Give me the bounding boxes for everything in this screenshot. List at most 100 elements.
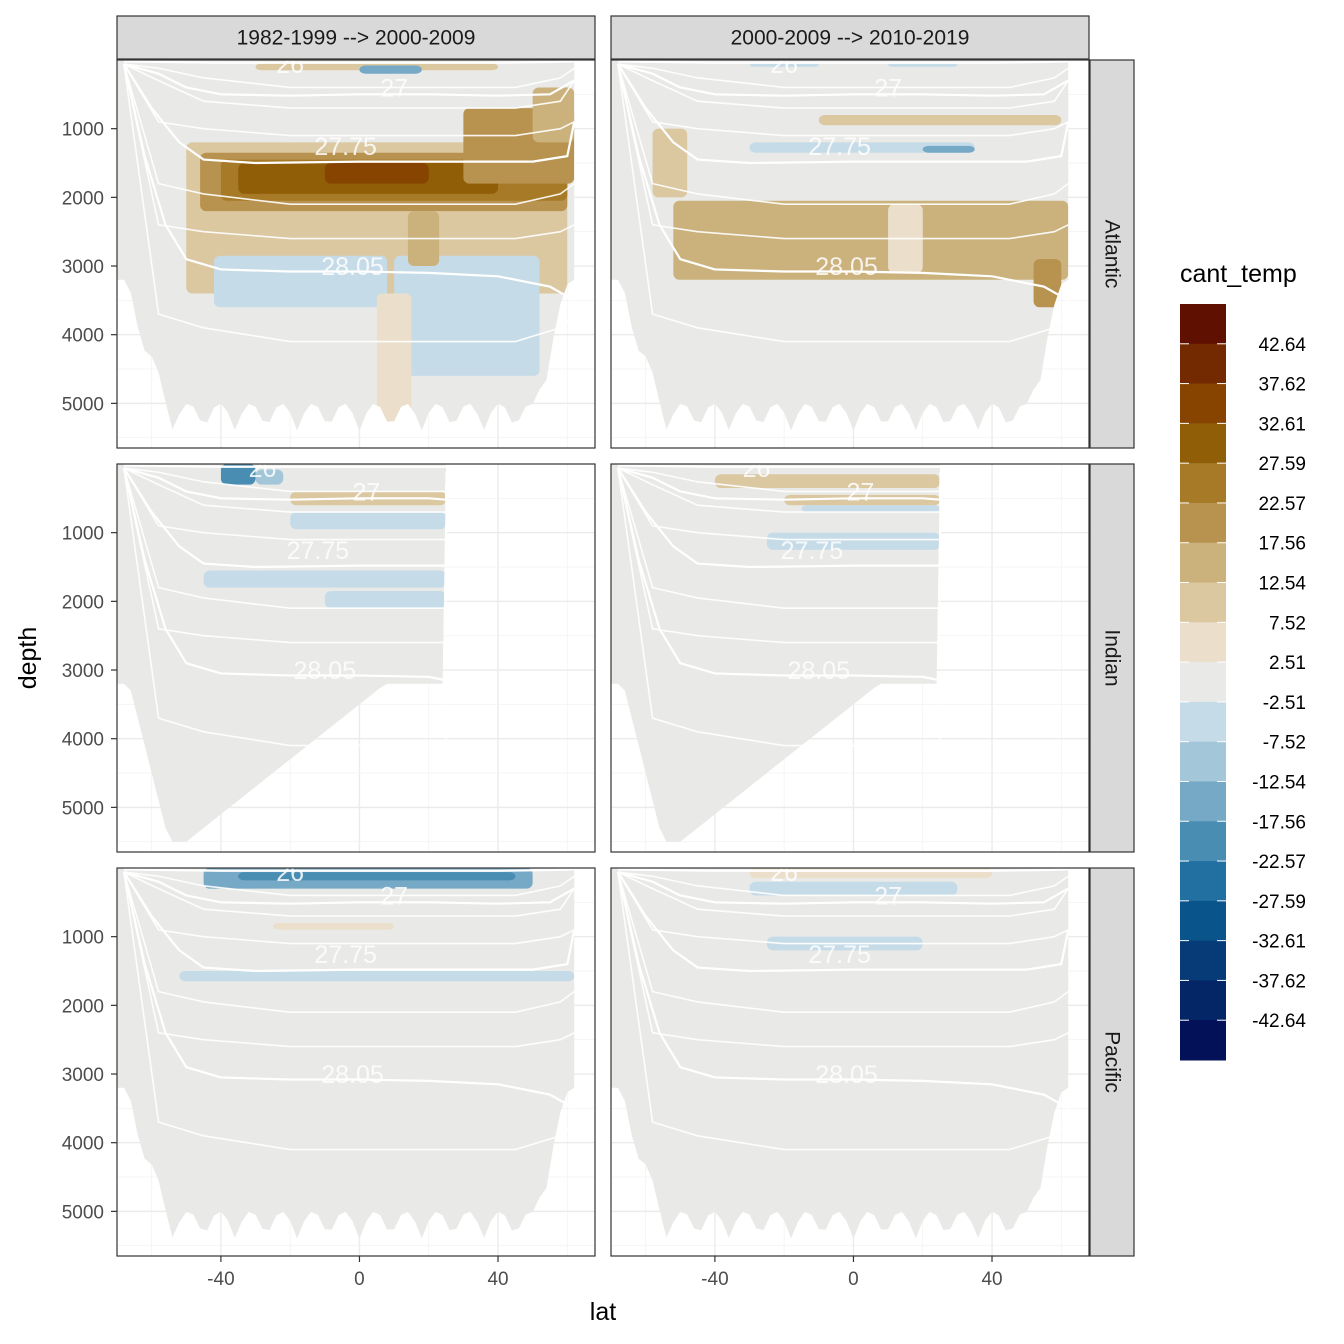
contour-label-27.75: 27.75 xyxy=(287,537,350,565)
legend-swatch-1 xyxy=(1180,343,1226,385)
cant-patch-3 xyxy=(801,505,941,513)
contour-extra-2 xyxy=(123,63,575,137)
legend-swatch-6 xyxy=(1180,542,1226,584)
strip-row-label-atlantic: Atlantic xyxy=(1101,220,1124,289)
contour-extra-3 xyxy=(123,467,447,610)
contour-extra-0 xyxy=(123,871,575,897)
contour-extra-3 xyxy=(617,63,1069,206)
legend-swatch-8 xyxy=(1180,622,1226,663)
contour-isopycnal-27.75 xyxy=(122,871,576,973)
strip-col-2 xyxy=(610,15,1090,60)
legend-swatch-5 xyxy=(1180,502,1226,544)
y-tick-label-3000: 3000 xyxy=(62,257,104,278)
contour-extra-5 xyxy=(617,468,941,747)
panel-border xyxy=(610,867,1090,1257)
contour-isopycnal-26 xyxy=(123,868,575,872)
cant-patch-3 xyxy=(749,142,975,153)
strip-row-label-pacific: Pacific xyxy=(1101,1031,1124,1093)
x-axis-title: lat xyxy=(590,1298,616,1326)
x-tick-label-0: 0 xyxy=(354,1269,365,1290)
contour-label-27: 27 xyxy=(874,74,902,102)
legend-swatch-10 xyxy=(1180,701,1226,743)
legend-label-27.59: 27.59 xyxy=(1258,454,1306,475)
contour-label-27.75: 27.75 xyxy=(314,941,377,969)
contour-isopycnal-26 xyxy=(617,464,942,468)
panel-indian-1: 26 27 27.75 28.05 xyxy=(116,455,596,853)
contour-label-27: 27 xyxy=(874,882,902,910)
isopycnal-lines xyxy=(122,464,448,747)
isopycnal-lines xyxy=(616,868,1070,1151)
contour-isopycnal-27 xyxy=(617,63,1069,97)
contour-label-28.05: 28.05 xyxy=(294,657,357,685)
cant-patch-8 xyxy=(1033,259,1062,308)
cant-patch-2 xyxy=(749,881,958,896)
contour-label-27.75: 27.75 xyxy=(808,941,871,969)
y-tick-label-4000: 4000 xyxy=(62,1134,104,1155)
contour-isopycnal-26 xyxy=(617,60,1069,64)
x-tick-label--40: -40 xyxy=(701,1269,728,1290)
contour-extra-1 xyxy=(617,63,1069,109)
contour-label-27.75: 27.75 xyxy=(781,537,844,565)
isopycnal-lines xyxy=(616,60,1070,343)
legend-swatch-15 xyxy=(1180,900,1226,942)
legend-label--22.57: -22.57 xyxy=(1252,852,1306,873)
strip-col-label-2: 2000-2009 --> 2010-2019 xyxy=(731,27,970,50)
contour-label-27: 27 xyxy=(380,882,408,910)
contour-label-27: 27 xyxy=(846,478,874,506)
y-tick-label-2000: 2000 xyxy=(62,592,104,613)
legend: cant_temp 42.64 37.62 32.61 27.59 22.57 17.56 1… xyxy=(1180,260,1306,1061)
y-tick-label-5000: 5000 xyxy=(62,1202,104,1223)
cant-patch-3 xyxy=(272,922,395,930)
contour-extra-3 xyxy=(617,871,1069,1014)
y-tick-label-5000: 5000 xyxy=(62,394,104,415)
cant-patch-5 xyxy=(749,63,819,67)
legend-label--27.59: -27.59 xyxy=(1252,892,1306,913)
legend-swatch-18 xyxy=(1180,1020,1226,1061)
y-axis-title: depth xyxy=(14,627,42,690)
contour-extra-1 xyxy=(617,871,1069,917)
cant-patches xyxy=(179,868,575,982)
strip-col-1 xyxy=(116,15,596,60)
contour-extra-4 xyxy=(617,871,1069,1048)
contour-extra-5 xyxy=(617,64,1069,343)
contour-label-26: 26 xyxy=(743,455,771,483)
contour-isopycnal-28.05 xyxy=(122,871,575,1110)
legend-label-22.57: 22.57 xyxy=(1258,494,1306,515)
contour-extra-0 xyxy=(617,871,1069,897)
contour-isopycnal-28.05 xyxy=(616,467,942,705)
legend-label--12.54: -12.54 xyxy=(1252,772,1306,793)
contour-isopycnal-26 xyxy=(617,868,1069,872)
contour-label-26: 26 xyxy=(276,859,304,887)
ocean-section xyxy=(611,464,941,842)
strip-row-atlantic xyxy=(1089,59,1135,449)
contour-label-28.05: 28.05 xyxy=(788,657,851,685)
legend-label--2.51: -2.51 xyxy=(1263,693,1306,714)
cant-patch-0 xyxy=(220,464,256,485)
legend-label-37.62: 37.62 xyxy=(1258,375,1306,396)
cant-patch-6 xyxy=(532,87,575,143)
legend-swatch-13 xyxy=(1180,821,1226,862)
legend-swatch-17 xyxy=(1180,980,1226,1021)
contour-label-27: 27 xyxy=(352,478,380,506)
y-tick-label-5000: 5000 xyxy=(62,798,104,819)
ocean-section xyxy=(611,868,1069,1239)
contour-label-26: 26 xyxy=(770,859,798,887)
contour-isopycnal-28.05 xyxy=(122,467,448,705)
contour-extra-1 xyxy=(617,467,941,513)
legend-label-2.51: 2.51 xyxy=(1269,653,1306,674)
panel-border xyxy=(116,59,596,449)
strip-row-label-indian: Indian xyxy=(1101,629,1124,686)
contour-extra-5 xyxy=(123,872,575,1151)
legend-label-17.56: 17.56 xyxy=(1258,534,1306,555)
legend-swatch-14 xyxy=(1180,861,1226,902)
contour-extra-1 xyxy=(123,871,575,917)
cant-patch-12 xyxy=(376,293,412,431)
y-tick-label-2000: 2000 xyxy=(62,188,104,209)
contour-isopycnal-28.05 xyxy=(122,63,575,302)
contour-extra-2 xyxy=(617,63,1069,137)
contour-extra-4 xyxy=(123,63,575,240)
contour-extra-3 xyxy=(123,63,575,206)
legend-swatch-3 xyxy=(1180,423,1226,464)
x-tick-label-40: 40 xyxy=(487,1269,508,1290)
